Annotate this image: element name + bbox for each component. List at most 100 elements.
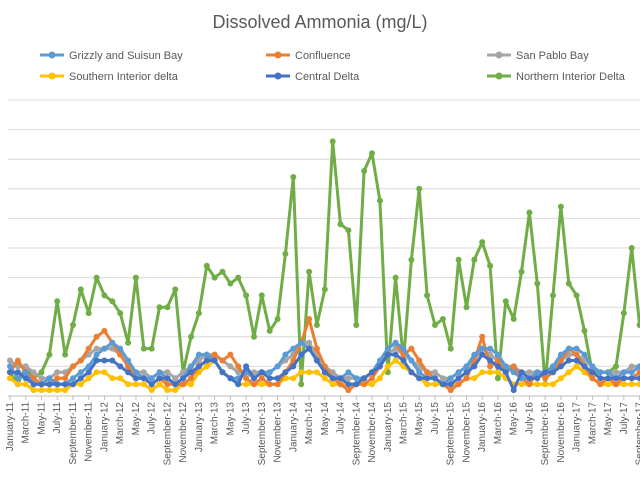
data-point [148, 381, 155, 388]
data-point [156, 381, 163, 388]
data-point [282, 351, 289, 358]
data-point [93, 357, 100, 364]
data-point [93, 369, 100, 376]
data-point [613, 369, 619, 376]
legend-item: Southern Interior delta [40, 71, 179, 83]
data-point [455, 369, 462, 376]
legend-swatch-marker [495, 51, 503, 59]
data-point [518, 268, 525, 275]
x-tick-label: November-11 [84, 402, 95, 462]
data-point [188, 381, 194, 388]
data-point [188, 375, 194, 382]
legend-item: Central Delta [266, 71, 360, 83]
data-point [526, 381, 533, 388]
data-point [534, 280, 541, 287]
x-tick-label: September-11 [68, 402, 79, 465]
data-point [85, 369, 92, 376]
data-point [620, 310, 627, 317]
data-point [258, 369, 265, 376]
data-point [132, 381, 139, 388]
series-line [8, 139, 640, 386]
x-tick-label: March-15 [399, 402, 410, 445]
data-point [400, 357, 407, 364]
data-point [164, 375, 171, 382]
data-point [636, 369, 640, 376]
data-point [38, 369, 45, 376]
data-point [487, 363, 494, 370]
data-point [156, 375, 163, 382]
data-point [439, 375, 446, 382]
data-point [93, 345, 100, 352]
legend-item: Northern Interior Delta [487, 71, 626, 83]
data-point [557, 375, 564, 382]
data-point [62, 387, 69, 394]
data-point [408, 256, 415, 263]
data-point [628, 245, 635, 251]
data-point [7, 363, 13, 370]
data-point [266, 381, 273, 388]
data-point [345, 227, 352, 234]
data-point [526, 209, 533, 216]
data-point [258, 381, 265, 388]
data-point [518, 381, 525, 388]
data-point [329, 375, 336, 382]
chart-series [7, 138, 640, 394]
data-point [502, 369, 509, 376]
data-point [526, 375, 533, 382]
data-point [211, 357, 218, 364]
data-point [581, 351, 588, 358]
data-point [432, 375, 438, 382]
x-tick-label: July-16 [524, 402, 535, 435]
data-point [140, 381, 147, 388]
data-point [337, 221, 344, 228]
data-point [140, 369, 147, 376]
data-point [140, 345, 147, 352]
data-point [487, 357, 494, 364]
legend-item: Confluence [266, 50, 351, 62]
data-point [502, 298, 509, 305]
data-point [534, 369, 541, 376]
x-tick-label: January-11 [5, 402, 16, 452]
data-point [77, 369, 84, 376]
chart-title: Dissolved Ammonia (mg/L) [212, 12, 427, 32]
data-point [306, 268, 313, 275]
data-point [125, 381, 132, 388]
data-point [542, 375, 549, 382]
data-point [109, 339, 116, 346]
data-point [408, 345, 415, 352]
data-point [424, 381, 431, 388]
data-point [321, 369, 328, 376]
x-axis-ticks: January-11 March-11 May-11 July-11 September… [5, 396, 640, 465]
data-point [148, 345, 155, 352]
data-point [526, 369, 533, 376]
legend-label: Southern Interior delta [69, 71, 179, 83]
data-point [455, 375, 462, 382]
data-point [148, 375, 155, 382]
data-point [628, 375, 635, 382]
x-tick-label: September-16 [540, 402, 551, 466]
x-tick-label: July-12 [147, 402, 158, 435]
data-point [550, 292, 556, 299]
data-point [306, 345, 313, 352]
data-point [46, 375, 53, 382]
series-line [9, 359, 640, 392]
data-point [14, 375, 21, 382]
data-point [195, 310, 202, 317]
data-point [455, 381, 462, 388]
data-point [636, 375, 640, 382]
data-point [125, 357, 132, 364]
data-point [101, 357, 108, 364]
x-tick-label: March-17 [587, 402, 598, 445]
data-point [22, 375, 29, 382]
data-point [188, 363, 194, 370]
data-point [7, 369, 13, 376]
data-point [274, 381, 281, 388]
data-point [219, 268, 226, 275]
data-point [463, 375, 470, 382]
data-point [188, 333, 194, 340]
data-point [597, 369, 604, 376]
data-point [7, 375, 13, 382]
data-point [620, 369, 627, 376]
data-point [589, 363, 596, 370]
data-point [581, 327, 588, 334]
